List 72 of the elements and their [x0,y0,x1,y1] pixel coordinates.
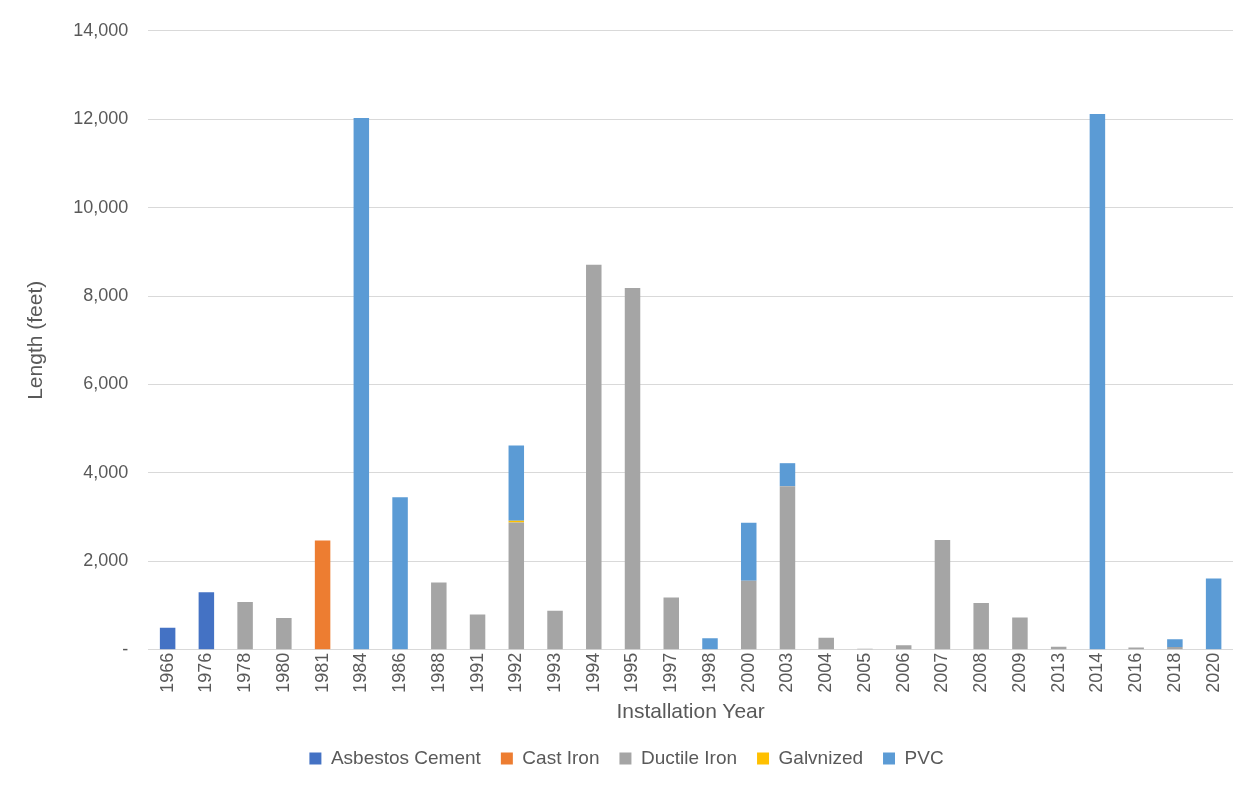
x-tick-label: 1980 [272,652,293,693]
x-tick-label: 1986 [389,652,410,693]
x-axis-title: Installation Year [616,699,765,723]
bar [1089,113,1106,650]
bar [702,638,718,650]
y-axis-title: Length (feet) [23,280,47,400]
bar [314,540,331,650]
bar [895,645,912,650]
x-tick-label: 1997 [660,652,681,693]
x-tick-label: 1991 [466,652,487,693]
bar [547,610,563,650]
x-tick-label: 1992 [505,652,526,693]
bar [973,602,989,650]
x-tick-label: 2007 [931,652,952,693]
x-tick-label: 2006 [892,652,913,693]
bar [624,288,641,650]
x-tick-label: 2009 [1008,652,1029,693]
x-tick-label: 1993 [544,652,564,693]
bar [276,617,292,650]
bar [392,497,408,650]
bar [586,264,602,650]
legend-label: Ductile Iron [640,746,738,768]
bar [198,592,215,650]
y-tick-label: 2,000 [83,550,129,571]
bar [508,445,525,521]
x-tick-label: 2016 [1125,652,1146,693]
x-tick-label: 2020 [1202,652,1223,693]
x-tick-label: 2008 [970,652,991,693]
y-tick-label: - [122,638,129,659]
legend-label: Asbestos Cement [330,746,482,768]
bar [740,522,757,581]
bar [237,602,253,650]
bar [1205,578,1222,650]
x-tick-label: 1978 [234,652,255,693]
x-tick-label: 2004 [815,652,836,693]
bar [663,597,680,650]
y-tick-label: 14,000 [73,19,129,40]
legend-label: PVC [904,746,944,768]
bar [779,463,796,487]
x-tick-label: 1981 [311,652,332,693]
bar [818,637,834,650]
x-tick-label: 1988 [427,652,448,693]
bar [1012,617,1028,650]
bar [779,486,796,650]
bar [1167,647,1183,650]
bar [508,522,525,650]
x-tick-label: 2003 [776,652,797,693]
x-tick-label: 2018 [1163,652,1184,693]
y-tick-label: 6,000 [83,373,129,394]
x-tick-label: 2013 [1047,652,1068,693]
x-tick-label: 1995 [621,652,642,693]
x-tick-label: 1966 [156,652,177,693]
x-tick-label: 1984 [350,652,371,693]
bar [353,117,370,650]
legend-label: Galvnized [778,746,864,768]
bar [740,580,757,650]
y-tick-label: 10,000 [73,196,129,217]
bar [159,627,176,650]
bar [1167,639,1183,648]
bar [431,582,447,650]
y-tick-label: 12,000 [73,108,129,129]
bar [934,540,951,650]
x-tick-label: 2005 [853,652,874,693]
x-tick-label: 2014 [1086,652,1107,693]
x-tick-label: 1976 [195,652,216,693]
x-tick-label: 1994 [582,652,603,693]
y-tick-label: 4,000 [83,461,129,482]
legend-label: Cast Iron [522,746,600,768]
bar [469,614,486,650]
x-tick-label: 1998 [698,652,719,693]
y-tick-label: 8,000 [83,285,129,306]
x-tick-label: 2000 [737,652,758,693]
